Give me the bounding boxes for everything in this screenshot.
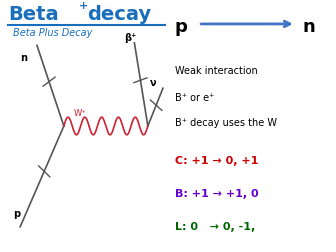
Text: Beta: Beta [8, 5, 59, 24]
Text: n: n [20, 53, 27, 63]
Text: L: 0   → 0, -1,: L: 0 → 0, -1, [175, 222, 255, 232]
Text: ν: ν [150, 78, 156, 88]
Text: Beta Plus Decay: Beta Plus Decay [13, 28, 93, 38]
Text: +: + [79, 1, 88, 11]
Text: p: p [13, 209, 20, 219]
Text: W⁺: W⁺ [74, 109, 87, 118]
Text: n: n [302, 18, 315, 36]
Text: B: +1 → +1, 0: B: +1 → +1, 0 [175, 189, 258, 199]
Text: decay: decay [87, 5, 152, 24]
Text: B⁺ decay uses the W: B⁺ decay uses the W [175, 118, 277, 129]
Text: C: +1 → 0, +1: C: +1 → 0, +1 [175, 156, 258, 166]
Text: β⁺: β⁺ [124, 33, 137, 43]
Text: B⁺ or e⁺: B⁺ or e⁺ [175, 93, 214, 103]
Text: p: p [175, 18, 187, 36]
Text: Weak interaction: Weak interaction [175, 66, 257, 76]
